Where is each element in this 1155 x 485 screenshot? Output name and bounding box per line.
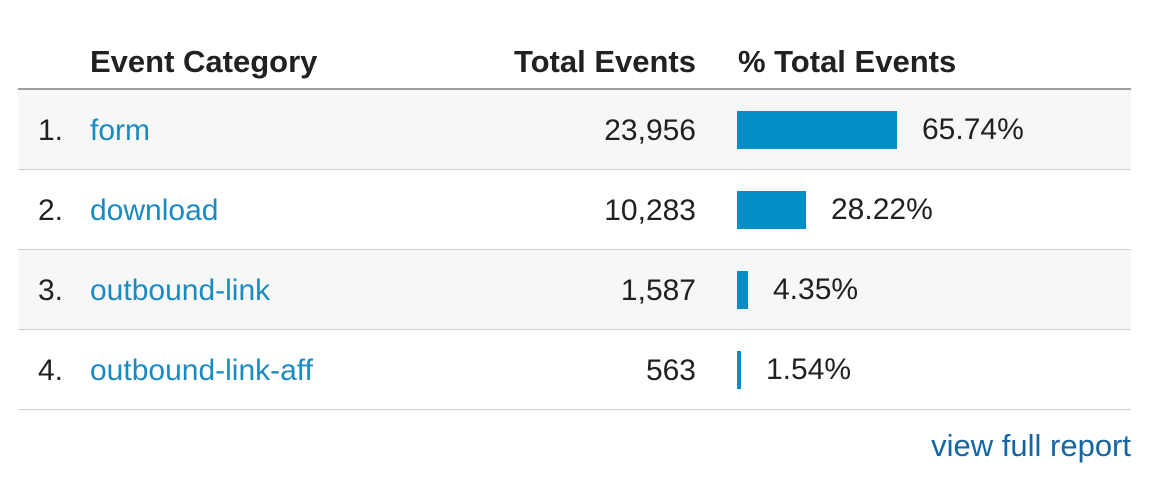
event-category-link[interactable]: outbound-link-aff xyxy=(90,354,313,387)
event-category-link[interactable]: download xyxy=(90,194,219,227)
pct-cell: 4.35% xyxy=(737,250,858,329)
header-event-category[interactable]: Event Category xyxy=(90,44,318,79)
row-rank: 4. xyxy=(38,354,64,387)
event-category-report: Event Category Total Events % Total Even… xyxy=(18,0,1131,410)
table-row: 1. form 23,956 65.74% xyxy=(18,90,1131,170)
row-rank: 2. xyxy=(38,194,64,227)
pct-bar xyxy=(737,110,897,149)
pct-value: 28.22% xyxy=(831,192,933,226)
pct-cell: 65.74% xyxy=(737,90,1024,169)
view-full-report-link[interactable]: view full report xyxy=(931,428,1131,463)
table-header: Event Category Total Events % Total Even… xyxy=(18,0,1131,90)
pct-value: 4.35% xyxy=(773,272,859,306)
event-category-link[interactable]: form xyxy=(90,114,150,147)
pct-cell: 28.22% xyxy=(737,170,933,249)
header-total-events[interactable]: Total Events xyxy=(513,44,696,79)
total-events-value: 563 xyxy=(645,354,696,387)
pct-bar xyxy=(737,190,806,229)
header-pct-total-events[interactable]: % Total Events xyxy=(738,44,957,79)
total-events-value: 10,283 xyxy=(604,194,696,227)
total-events-value: 23,956 xyxy=(604,114,696,147)
row-rank: 3. xyxy=(38,274,64,307)
table-row: 3. outbound-link 1,587 4.35% xyxy=(18,250,1131,330)
pct-bar xyxy=(737,270,748,309)
pct-value: 1.54% xyxy=(766,352,852,386)
total-events-value: 1,587 xyxy=(620,274,696,307)
row-rank: 1. xyxy=(38,114,64,147)
pct-value: 65.74% xyxy=(922,112,1024,146)
pct-cell: 1.54% xyxy=(737,330,851,409)
table-row: 4. outbound-link-aff 563 1.54% xyxy=(18,330,1131,410)
event-category-link[interactable]: outbound-link xyxy=(90,274,271,307)
table-row: 2. download 10,283 28.22% xyxy=(18,170,1131,250)
pct-bar xyxy=(737,350,741,389)
